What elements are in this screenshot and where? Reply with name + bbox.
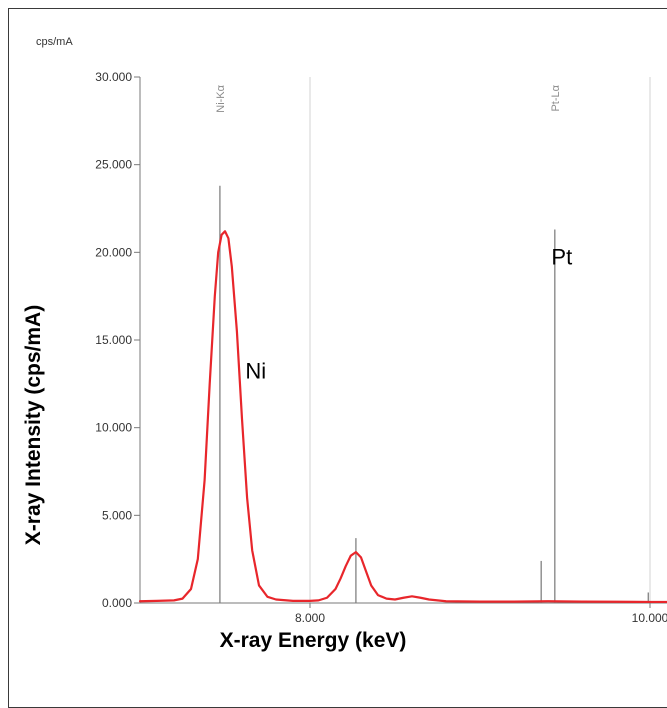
grid-lines [309, 77, 651, 603]
marker-label-0: Ni-Kα [215, 84, 227, 112]
y-unit-label: cps/mA [36, 36, 73, 48]
y-tick-label-1: 5.000 [102, 508, 132, 522]
marker-label-1: Pt-Lα [550, 84, 562, 111]
y-tick-label-6: 30.000 [95, 70, 132, 84]
element-marker-lines: Ni-Kα Pt-Lα [215, 84, 649, 603]
annotations: Ni Pt [245, 245, 572, 384]
spectrum-chart: Ni-Kα Pt-Lα 0.000 5.000 10.000 15.000 20.000 2… [22, 36, 667, 652]
axes [139, 77, 667, 604]
tick-labels: 0.000 5.000 10.000 15.000 20.000 25.000 30.000… [95, 70, 667, 625]
series-layer [138, 230, 667, 604]
x-tick-label-0: 8.000 [295, 611, 325, 625]
y-tick-label-2: 10.000 [95, 421, 132, 435]
x-tick-label-1: 10.000 [632, 611, 667, 625]
y-tick-label-3: 15.000 [95, 333, 132, 347]
annotation-pt: Pt [551, 245, 572, 270]
annotation-ni: Ni [245, 359, 266, 384]
y-tick-label-5: 25.000 [95, 158, 132, 172]
y-axis-title: X-ray Intensity (cps/mA) [22, 305, 45, 545]
spectrum-series-0 [138, 230, 667, 604]
y-tick-label-4: 20.000 [95, 245, 132, 259]
x-axis-title: X-ray Energy (keV) [220, 629, 407, 652]
y-tick-label-0: 0.000 [102, 596, 132, 610]
